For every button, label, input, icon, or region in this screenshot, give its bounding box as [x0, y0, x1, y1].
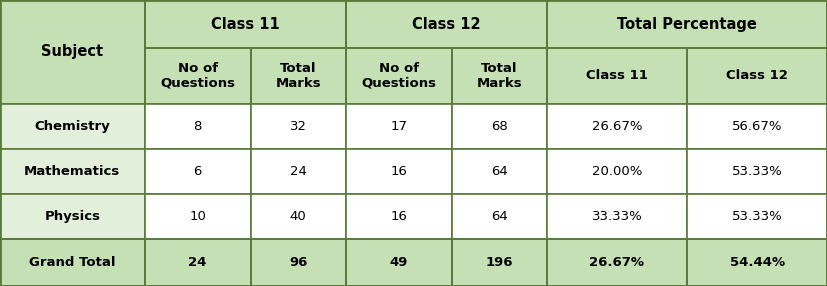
Bar: [547, 239, 687, 286]
Text: Total Percentage: Total Percentage: [617, 17, 757, 31]
Text: Mathematics: Mathematics: [24, 165, 121, 178]
Bar: [346, 48, 452, 104]
Bar: [145, 104, 251, 149]
Bar: [346, 194, 452, 239]
Bar: [251, 104, 346, 149]
Text: 26.67%: 26.67%: [590, 256, 644, 269]
Bar: [0, 149, 145, 194]
Text: 24: 24: [289, 165, 307, 178]
Text: 53.33%: 53.33%: [732, 210, 782, 223]
Bar: [145, 239, 251, 286]
Text: 32: 32: [289, 120, 307, 133]
Text: 53.33%: 53.33%: [732, 165, 782, 178]
Bar: [547, 104, 687, 149]
Text: 33.33%: 33.33%: [591, 210, 643, 223]
Bar: [346, 239, 452, 286]
Bar: [0, 194, 145, 239]
Bar: [687, 149, 827, 194]
Text: No of
Questions: No of Questions: [361, 62, 436, 90]
Text: 64: 64: [490, 210, 508, 223]
Bar: [145, 0, 346, 48]
Text: 56.67%: 56.67%: [732, 120, 782, 133]
Text: Class 12: Class 12: [726, 69, 788, 82]
Bar: [452, 149, 547, 194]
Text: Physics: Physics: [45, 210, 100, 223]
Text: Chemistry: Chemistry: [35, 120, 110, 133]
Bar: [452, 239, 547, 286]
Text: 96: 96: [289, 256, 308, 269]
Text: 16: 16: [390, 210, 407, 223]
Bar: [547, 0, 827, 48]
Text: Total
Marks: Total Marks: [275, 62, 321, 90]
Text: 196: 196: [485, 256, 513, 269]
Text: 6: 6: [194, 165, 202, 178]
Bar: [0, 0, 145, 104]
Bar: [687, 48, 827, 104]
Text: 64: 64: [490, 165, 508, 178]
Text: 10: 10: [189, 210, 206, 223]
Text: No of
Questions: No of Questions: [160, 62, 235, 90]
Text: 68: 68: [490, 120, 508, 133]
Text: 54.44%: 54.44%: [729, 256, 785, 269]
Bar: [145, 48, 251, 104]
Text: Class 11: Class 11: [586, 69, 648, 82]
Bar: [346, 0, 547, 48]
Bar: [452, 194, 547, 239]
Text: Class 12: Class 12: [412, 17, 480, 31]
Text: 49: 49: [390, 256, 408, 269]
Bar: [687, 104, 827, 149]
Bar: [547, 149, 687, 194]
Text: 17: 17: [390, 120, 407, 133]
Text: 40: 40: [289, 210, 307, 223]
Bar: [687, 239, 827, 286]
Bar: [251, 149, 346, 194]
Bar: [452, 48, 547, 104]
Bar: [452, 104, 547, 149]
Bar: [687, 194, 827, 239]
Text: 8: 8: [194, 120, 202, 133]
Text: 20.00%: 20.00%: [592, 165, 642, 178]
Bar: [346, 104, 452, 149]
Text: 26.67%: 26.67%: [591, 120, 643, 133]
Bar: [251, 48, 346, 104]
Text: 16: 16: [390, 165, 407, 178]
Text: Total
Marks: Total Marks: [476, 62, 522, 90]
Bar: [251, 239, 346, 286]
Text: Subject: Subject: [41, 44, 103, 59]
Bar: [251, 194, 346, 239]
Bar: [346, 149, 452, 194]
Text: Class 11: Class 11: [211, 17, 280, 31]
Bar: [547, 48, 687, 104]
Bar: [547, 194, 687, 239]
Bar: [0, 104, 145, 149]
Bar: [0, 239, 145, 286]
Bar: [145, 149, 251, 194]
Text: Grand Total: Grand Total: [29, 256, 116, 269]
Bar: [145, 194, 251, 239]
Text: 24: 24: [189, 256, 207, 269]
